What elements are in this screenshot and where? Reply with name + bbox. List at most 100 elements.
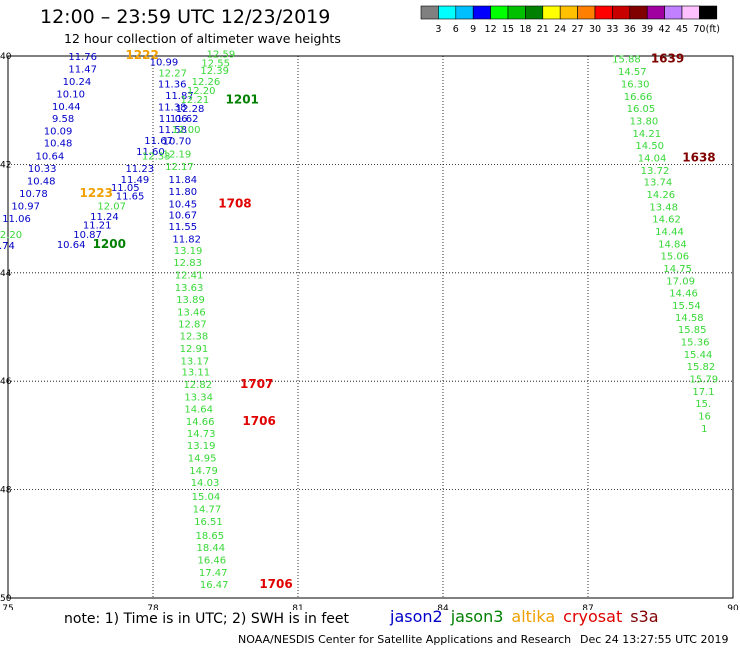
wave-height-label: 14.64: [184, 404, 213, 415]
pass-time-label: 1200: [93, 237, 126, 251]
colorbar-tick-label: 33: [606, 24, 618, 35]
wave-height-label: 16.46: [197, 556, 226, 567]
wave-height-label: 18.44: [197, 543, 226, 554]
wave-height-label: 16.51: [194, 517, 223, 528]
pass-time-label: 1222: [125, 48, 158, 62]
wave-height-label: 9.58: [52, 114, 74, 125]
wave-height-label: 1: [701, 424, 707, 435]
wave-height-label: 12.38: [180, 332, 209, 343]
colorbar-tick-label: 24: [554, 24, 566, 35]
wave-height-label: 12.91: [180, 344, 209, 355]
wave-height-label: 10.64: [36, 152, 65, 163]
wave-height-label: 14.50: [635, 141, 664, 152]
wave-height-label: 13.34: [184, 392, 213, 403]
pass-time-label: 1223: [80, 186, 113, 200]
wave-height-label: 10.48: [44, 139, 73, 150]
wave-height-label: 17.47: [199, 568, 228, 579]
latitude-tick-label: 50: [0, 594, 12, 604]
wave-height-label: 14.46: [669, 288, 698, 299]
chart-title: 12:00 – 23:59 UTC 12/23/2019: [40, 6, 331, 28]
color-scale-bar: 3 6 9 12 15 18 21 24 27 30 33 36 39 42 45 70 (ft): [420, 5, 720, 35]
wave-height-label: 11.76: [68, 52, 97, 63]
pass-time-label: 1639: [651, 52, 684, 66]
wave-height-label: 13.11: [182, 367, 211, 378]
colorbar-tick-label: 9: [470, 24, 476, 35]
colorbar-tick-label: 39: [641, 24, 653, 35]
wave-height-label: 12.17: [165, 162, 194, 173]
wave-height-label: 11.58: [158, 125, 187, 136]
wave-height-label: 14.44: [655, 227, 684, 238]
wave-height-label: 12.41: [175, 270, 204, 281]
pass-time-label: 1708: [218, 196, 251, 210]
colorbar-units: (ft): [706, 24, 720, 35]
wave-height-label: 14.66: [186, 417, 215, 428]
pass-time-label: 1706: [242, 414, 275, 428]
wave-height-label: 11.55: [168, 222, 197, 233]
wave-height-label: 14.75: [663, 264, 692, 275]
wave-height-label: 15.88: [612, 55, 641, 66]
colorbar-tick-label: 30: [589, 24, 601, 35]
wave-height-label: 11.36: [158, 80, 187, 91]
wave-height-label: 11.82: [172, 235, 201, 246]
wave-height-label: 16.30: [621, 80, 650, 91]
wave-height-label: 10.87: [73, 230, 102, 241]
wave-height-label: 12.26: [192, 77, 221, 88]
wave-height-label: 11.38: [158, 102, 187, 113]
wave-height-label: 12.82: [183, 380, 212, 391]
wave-height-label: 16.05: [627, 104, 656, 115]
wave-height-label: 10.09: [44, 126, 73, 137]
pass-time-label: 1638: [682, 150, 715, 164]
wave-height-label: 11.65: [116, 191, 145, 202]
wave-height-label: 17.1: [692, 387, 714, 398]
colorbar-tick-label: 42: [659, 24, 671, 35]
wave-height-label: 14.21: [632, 129, 661, 140]
latitude-tick-label: 48: [0, 486, 12, 496]
wave-height-label: 15.79: [690, 374, 719, 385]
latitude-tick-label: 46: [0, 377, 12, 387]
wave-height-label: 10.64: [57, 240, 86, 251]
wave-height-label: 11.23: [125, 164, 154, 175]
wave-height-label: 14.77: [193, 505, 222, 516]
wave-height-label: 11.80: [168, 187, 197, 198]
wave-height-label: 13.74: [644, 178, 673, 189]
wave-height-label: 14.62: [652, 215, 681, 226]
latitude-tick-label: 44: [0, 269, 12, 279]
colorbar-tick-label: 36: [624, 24, 636, 35]
longitude-tick-label: 84: [437, 604, 449, 610]
wave-height-label: 13.63: [175, 283, 204, 294]
colorbar-tick-label: 18: [519, 24, 531, 35]
wave-height-label: 11.87: [165, 91, 194, 102]
wave-height-label: 11.49: [121, 175, 150, 186]
wave-height-label: 11.24: [90, 212, 119, 223]
wave-height-label: 10.70: [163, 137, 192, 148]
wave-height-label: 12.59: [207, 49, 236, 60]
wave-height-label: 10.33: [28, 164, 57, 175]
credit-text: NOAA/NESDIS Center for Satellite Applica…: [238, 633, 572, 646]
wave-height-label: 12.28: [176, 104, 205, 115]
wave-height-label: 14.73: [187, 429, 216, 440]
wave-height-label: 12.21: [181, 95, 210, 106]
wave-height-label: 12.19: [163, 150, 192, 161]
wave-height-label: 11.84: [168, 175, 197, 186]
pass-time-label: 1706: [259, 577, 292, 591]
wave-height-label: 13.80: [630, 116, 659, 127]
longitude-tick-label: 90: [727, 604, 739, 610]
legend-item-jason3: jason3: [450, 607, 504, 626]
wave-height-label: 12.00: [172, 125, 201, 136]
wave-height-label: 16.66: [624, 92, 653, 103]
wave-height-label: 11.06: [159, 114, 188, 125]
colorbar-tick-label: 21: [537, 24, 549, 35]
units-note: note: 1) Time is in UTC; 2) SWH is in fe…: [64, 611, 350, 627]
wave-height-label: 12.87: [178, 320, 207, 331]
wave-height-label: 11.67: [144, 136, 173, 147]
wave-height-label: 10.97: [11, 202, 40, 213]
pass-time-label: 1707: [240, 377, 273, 391]
legend-item-altika: altika: [511, 607, 556, 626]
colorbar-swatch: [699, 5, 718, 20]
pass-time-label: 1201: [226, 92, 259, 106]
wave-height-label: 16.47: [200, 580, 229, 591]
wave-height-label: 17.09: [666, 276, 695, 287]
wave-height-label: 13.19: [187, 441, 216, 452]
wave-height-label: 12.83: [173, 258, 202, 269]
